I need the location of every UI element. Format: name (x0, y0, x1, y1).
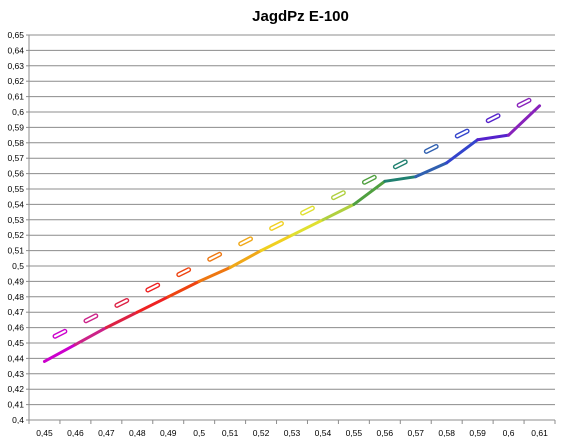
y-tick-label: 0,44 (7, 353, 24, 363)
y-tick-label: 0,6 (12, 107, 24, 117)
x-tick-label: 0,54 (315, 428, 332, 438)
y-tick-label: 0,59 (7, 122, 24, 132)
y-tick-label: 0,58 (7, 138, 24, 148)
solid-series-segment (104, 310, 139, 330)
y-tick-label: 0,41 (7, 400, 24, 410)
x-tick-label: 0,52 (253, 428, 270, 438)
y-tick-label: 0,63 (7, 61, 24, 71)
x-tick-label: 0,61 (531, 428, 548, 438)
chart-title: JagdPz E-100 (252, 8, 349, 25)
dashed-series-segment (518, 99, 531, 107)
y-tick-label: 0,53 (7, 215, 24, 225)
y-tick-label: 0,51 (7, 246, 24, 256)
y-tick-label: 0,52 (7, 230, 24, 240)
solid-series-segment (228, 249, 263, 270)
dashed-series-segment (208, 253, 221, 261)
x-tick-label: 0,47 (98, 428, 115, 438)
x-tick-label: 0,48 (129, 428, 146, 438)
solid-series-segment (476, 133, 511, 142)
dashed-series-segment (53, 330, 66, 338)
x-tick-label: 0,59 (469, 428, 486, 438)
solid-series-segment (352, 179, 387, 206)
y-tick-label: 0,45 (7, 338, 24, 348)
solid-series-segment (259, 233, 294, 253)
x-tick-label: 0,6 (503, 428, 515, 438)
solid-series-segment (197, 266, 232, 283)
y-tick-label: 0,61 (7, 92, 24, 102)
y-tick-label: 0,42 (7, 384, 24, 394)
x-tick-label: 0,58 (438, 428, 455, 438)
y-tick-label: 0,54 (7, 199, 24, 209)
dashed-series-segment (456, 130, 469, 138)
solid-series-segment (414, 161, 449, 179)
dashed-series-segment (332, 191, 345, 199)
x-tick-label: 0,57 (407, 428, 424, 438)
x-tick-label: 0,45 (36, 428, 53, 438)
x-tick-label: 0,5 (193, 428, 205, 438)
y-tick-label: 0,43 (7, 369, 24, 379)
y-tick-label: 0,49 (7, 276, 24, 286)
solid-series-segment (321, 202, 356, 222)
solid-series-segment (445, 138, 480, 165)
x-tick-label: 0,55 (346, 428, 363, 438)
y-tick-label: 0,57 (7, 153, 24, 163)
x-tick-label: 0,49 (160, 428, 177, 438)
y-tick-label: 0,5 (12, 261, 24, 271)
dashed-series-segment (239, 237, 252, 245)
solid-series-segment (383, 175, 418, 183)
y-tick-label: 0,62 (7, 76, 24, 86)
x-tick-label: 0,46 (67, 428, 84, 438)
solid-series-segment (166, 279, 201, 299)
dashed-series-segment (301, 207, 314, 215)
x-tick-label: 0,56 (377, 428, 394, 438)
y-tick-label: 0,55 (7, 184, 24, 194)
dashed-series-segment (115, 299, 128, 307)
dashed-series-segment (146, 284, 159, 292)
dashed-series-segment (394, 160, 407, 168)
y-tick-label: 0,47 (7, 307, 24, 317)
y-tick-label: 0,48 (7, 292, 24, 302)
dashed-series-segment (84, 314, 97, 322)
y-tick-label: 0,64 (7, 45, 24, 55)
solid-series-segment (135, 295, 170, 314)
dashed-series-segment (425, 145, 438, 153)
y-tick-label: 0,56 (7, 169, 24, 179)
dashed-series-segment (363, 176, 376, 184)
dashed-series-segment (487, 114, 500, 122)
dashed-series-segment (177, 268, 190, 276)
dashed-series-segment (270, 222, 283, 230)
solid-series-segment (73, 326, 108, 347)
solid-series-segment (507, 104, 542, 137)
y-tick-label: 0,46 (7, 323, 24, 333)
solid-series-segment (290, 218, 325, 237)
x-tick-label: 0,51 (222, 428, 239, 438)
y-tick-label: 0,65 (7, 30, 24, 40)
x-tick-label: 0,53 (284, 428, 301, 438)
solid-series-segment (42, 343, 77, 363)
y-tick-label: 0,4 (12, 415, 24, 425)
